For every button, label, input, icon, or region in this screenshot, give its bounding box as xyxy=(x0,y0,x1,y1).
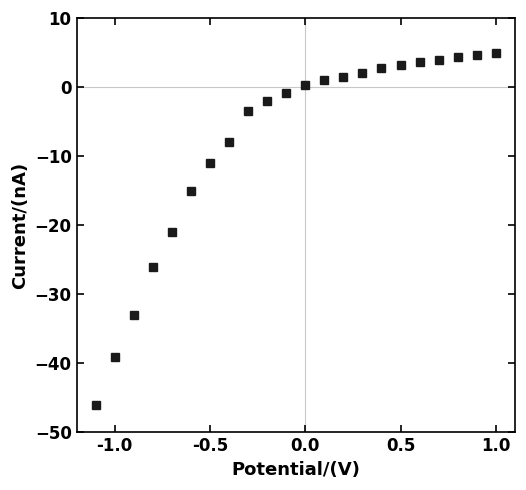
X-axis label: Potential/(V): Potential/(V) xyxy=(231,461,360,479)
Y-axis label: Current/(nA): Current/(nA) xyxy=(11,162,29,289)
